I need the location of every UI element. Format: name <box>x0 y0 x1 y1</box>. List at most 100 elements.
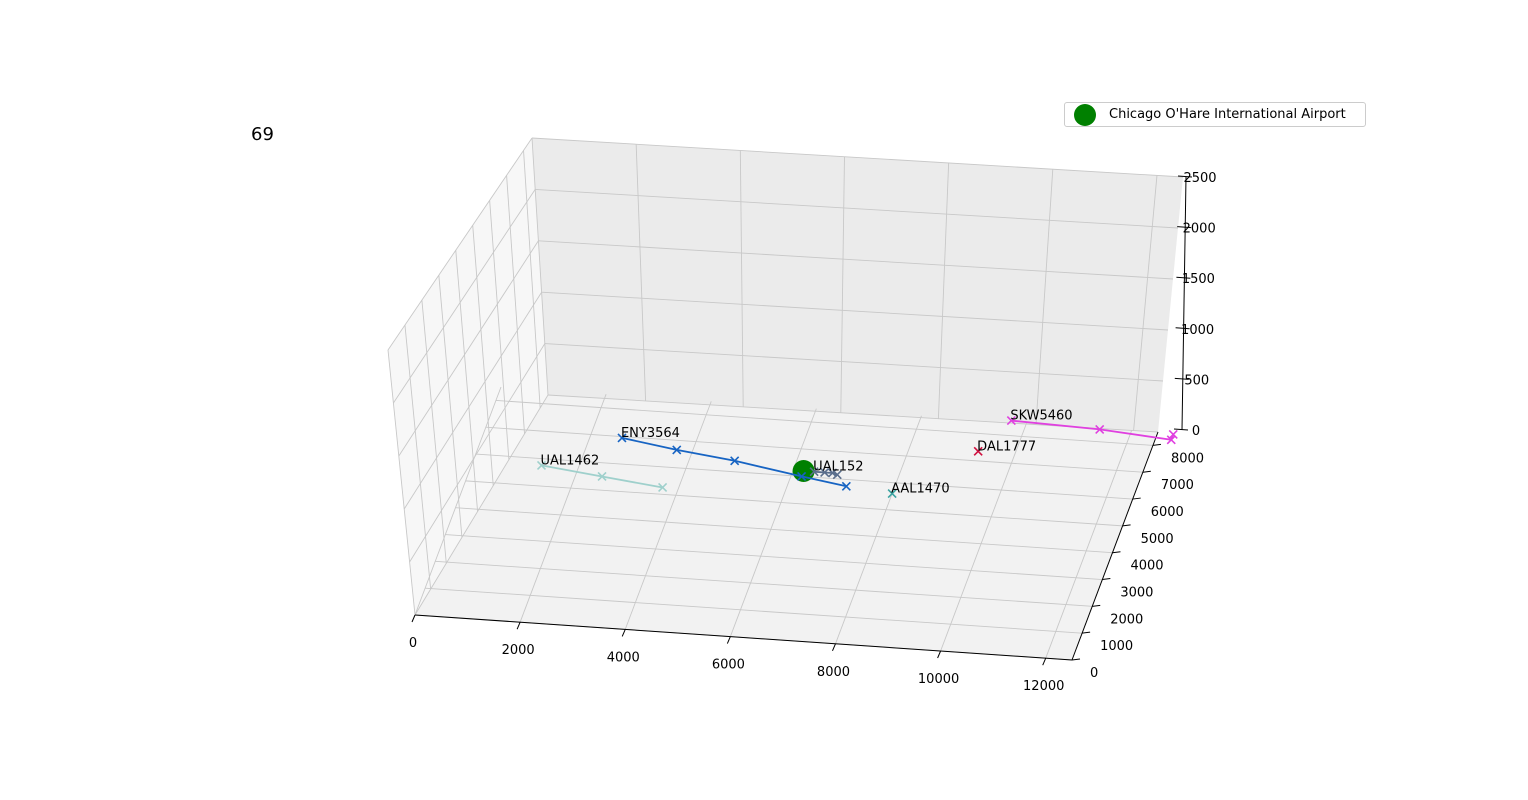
flight-point-marker <box>1168 429 1178 439</box>
marker-stroke <box>672 445 682 455</box>
z-tick-label: 2500 <box>1183 171 1216 186</box>
y-tick <box>1142 470 1151 473</box>
z-tick-label: 500 <box>1184 373 1209 388</box>
floor-grid-y <box>465 480 1123 527</box>
flight-point-marker <box>797 471 807 481</box>
flight-point-marker <box>1006 416 1016 426</box>
flight-label: UAL1462 <box>541 453 600 468</box>
axes-panes <box>388 138 1183 660</box>
axes-ticks: 0 2000 4000 6000 8000 10000 12000 0 1000 2000 3000… <box>409 171 1217 694</box>
y-tick-label: 5000 <box>1141 532 1174 547</box>
z-tick-label: 2000 <box>1183 222 1216 237</box>
airport-legend-label: Chicago O'Hare International Airport <box>1109 107 1346 122</box>
back-pane <box>532 138 1183 432</box>
z-tick <box>1177 226 1192 229</box>
flight-track-line <box>814 470 838 476</box>
z-tick-label: 1500 <box>1182 272 1215 287</box>
frame-number: 69 <box>251 124 274 145</box>
left-grid-y <box>455 250 479 512</box>
y-tick <box>1082 631 1091 634</box>
x-tick-label: 12000 <box>1023 679 1064 694</box>
y-tick <box>1071 658 1081 661</box>
back-grid-x <box>840 156 845 413</box>
z-tick <box>1174 377 1189 380</box>
flight-label: AAL1470 <box>891 482 949 497</box>
floor-grid-x <box>624 401 712 630</box>
y-tick-label: 2000 <box>1110 612 1143 627</box>
z-tick-label: 0 <box>1192 424 1200 439</box>
floor-grid-x <box>835 415 922 644</box>
x-tick <box>832 643 836 651</box>
marker-stroke <box>827 468 838 478</box>
flight-point-marker <box>672 445 682 455</box>
marker-stroke <box>797 471 807 481</box>
back-grid-x <box>531 137 549 396</box>
flight-point-marker <box>536 460 547 471</box>
floor-grid-x <box>940 422 1028 652</box>
left-grid-y <box>438 275 463 538</box>
marker-stroke <box>809 467 819 477</box>
marker-stroke <box>1166 435 1176 445</box>
left-pane <box>388 138 548 615</box>
marker-stroke <box>841 481 851 491</box>
axes-grid <box>387 137 1184 661</box>
left-grid-y <box>472 225 494 486</box>
z-tick <box>1175 327 1190 330</box>
y-tick-label: 8000 <box>1171 451 1204 466</box>
floor-grid-y <box>445 534 1103 580</box>
x-tick-label: 6000 <box>712 658 745 673</box>
flight-point-marker <box>617 433 627 443</box>
legend: Chicago O'Hare International Airport <box>1064 102 1366 127</box>
flight-label: ENY3564 <box>621 426 680 441</box>
y-tick-label: 7000 <box>1161 478 1194 493</box>
marker-stroke <box>1006 416 1016 426</box>
marker-stroke <box>820 467 830 478</box>
x-tick-label: 0 <box>409 636 417 651</box>
back-grid-z <box>538 240 1174 280</box>
marker-stroke <box>730 456 740 466</box>
floor-grid-y <box>485 426 1143 473</box>
left-grid-z <box>403 291 542 510</box>
floor-grid-y <box>495 399 1153 446</box>
airport-marker <box>792 460 815 483</box>
flight-point-marker <box>658 482 668 493</box>
floor-grid-y <box>455 507 1113 554</box>
y-tick-label: 6000 <box>1151 505 1184 520</box>
marker-stroke <box>973 446 983 456</box>
data-marks: ENY3564 UAL152 UAL1462 AAL1470 DAL1777 SKW546… <box>536 409 1178 499</box>
floor-grid-x <box>519 394 607 623</box>
left-grid-y <box>387 349 416 616</box>
z-tick-label: 1000 <box>1181 323 1214 338</box>
left-grid-y <box>421 300 447 564</box>
z-tick <box>1177 175 1193 178</box>
x-tick-label: 4000 <box>607 650 640 665</box>
x-tick <box>411 614 416 623</box>
flight-track-line <box>1011 419 1175 441</box>
back-grid-z <box>535 188 1179 229</box>
back-grid-z <box>544 343 1164 382</box>
back-grid-x <box>1133 175 1158 431</box>
y-tick <box>1092 604 1101 607</box>
back-grid-x <box>739 150 744 407</box>
marker-stroke <box>1095 424 1105 434</box>
flight-point-marker <box>730 456 740 466</box>
left-grid-z <box>387 137 533 351</box>
flight-point-marker <box>1166 435 1176 445</box>
y-tick-label: 3000 <box>1120 586 1153 601</box>
flight-label: UAL152 <box>813 460 863 475</box>
floor-grid-x <box>1045 430 1133 659</box>
z-tick <box>1173 428 1189 431</box>
back-grid-x <box>1035 169 1054 425</box>
marker-stroke <box>887 489 897 499</box>
marker-stroke <box>597 471 607 482</box>
y-tick-label: 1000 <box>1100 639 1133 654</box>
y-axis-line <box>1071 431 1159 661</box>
left-grid-z <box>398 240 539 457</box>
flight-point-marker <box>1095 424 1105 434</box>
y-tick <box>1132 497 1141 500</box>
marker-stroke <box>617 433 627 443</box>
flight-point-marker <box>832 470 842 480</box>
back-grid-z <box>541 291 1169 331</box>
x-tick-label: 10000 <box>918 672 959 687</box>
back-grid-x <box>635 144 647 401</box>
